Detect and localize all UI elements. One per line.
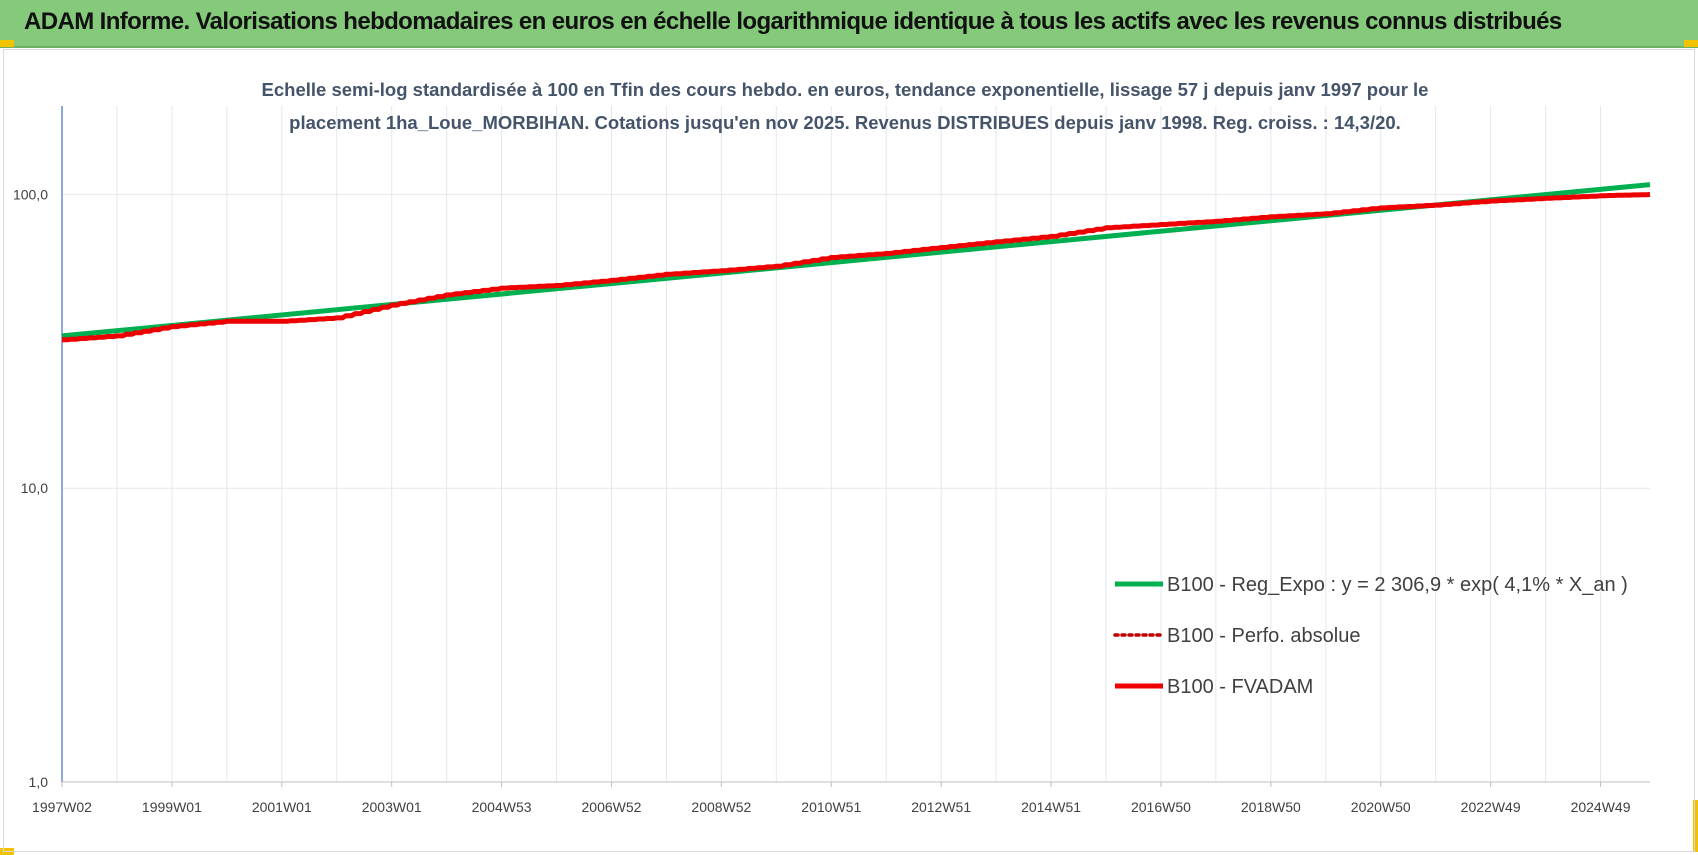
legend: B100 - Reg_Expo : y = 2 306,9 * exp( 4,1… (1113, 574, 1628, 698)
series-line-fvadam (62, 191, 1651, 343)
x-tick-label: 1999W01 (142, 799, 202, 815)
series (61, 182, 1651, 343)
x-tick-label: 1997W02 (32, 799, 92, 815)
chart-frame (3, 49, 1695, 852)
x-tick-label: 2010W51 (801, 799, 861, 815)
x-tick-label: 2008W52 (691, 799, 751, 815)
legend-label: B100 - Reg_Expo : y = 2 306,9 * exp( 4,1… (1167, 574, 1628, 596)
x-tick-label: 2020W50 (1351, 799, 1411, 815)
chart-title-line-2: placement 1ha_Loue_MORBIHAN. Cotations j… (289, 112, 1401, 133)
header-bar: ADAM Informe. Valorisations hebdomadaire… (0, 0, 1698, 48)
page-title: ADAM Informe. Valorisations hebdomadaire… (24, 8, 1562, 35)
corner-marker-top-left (0, 40, 14, 47)
y-tick-label: 1,0 (29, 774, 49, 790)
x-tick-label: 2006W52 (582, 799, 642, 815)
legend-label: B100 - Perfo. absolue (1167, 625, 1360, 647)
x-tick-label: 2001W01 (252, 799, 312, 815)
x-tick-label: 2024W49 (1571, 799, 1631, 815)
chart-title-line-1: Echelle semi-log standardisée à 100 en T… (262, 79, 1429, 100)
corner-marker-top-right (1684, 40, 1698, 47)
y-tick-label: 100,0 (13, 186, 48, 202)
x-tick-label: 2003W01 (362, 799, 422, 815)
x-tick-label: 2012W51 (911, 799, 971, 815)
corner-marker-bottom-right (1693, 800, 1698, 852)
legend-label: B100 - FVADAM (1167, 676, 1313, 698)
x-axis-ticks: 1997W02 1999W01 2001W01 2003W01 2004W53 2006W… (32, 782, 1631, 815)
y-tick-label: 10,0 (21, 480, 48, 496)
x-tick-label: 2016W50 (1131, 799, 1191, 815)
x-tick-label: 2018W50 (1241, 799, 1301, 815)
x-tick-label: 2022W49 (1461, 799, 1521, 815)
y-axis-ticks: 1,0 10,0 100,0 (13, 186, 48, 790)
x-tick-label: 2014W51 (1021, 799, 1081, 815)
x-tick-label: 2004W53 (472, 799, 532, 815)
